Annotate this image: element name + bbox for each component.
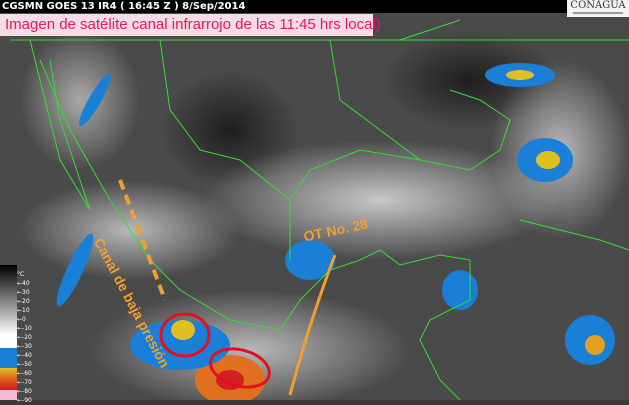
scale-tick: ←20 xyxy=(17,298,30,305)
scale-tick: ←-90 xyxy=(17,397,32,404)
conagua-logo: CONAGUA xyxy=(567,0,629,17)
scale-tick: ←0 xyxy=(17,316,26,323)
caption-box: Imagen de satélite canal infrarrojo de l… xyxy=(0,14,381,36)
scale-tick: ←-50 xyxy=(17,361,32,368)
annotations xyxy=(118,179,337,396)
scale-tick: ←30 xyxy=(17,289,30,296)
header-title: CGSMN GOES 13 IR4 ( 16:45 Z ) 8/Sep/2014 xyxy=(2,1,246,12)
scale-tick: ←-20 xyxy=(17,334,32,341)
scale-tick: ←-70 xyxy=(17,379,32,386)
scale-tick: ←-40 xyxy=(17,352,32,359)
tropical-wave-line xyxy=(288,254,337,396)
circle-marker-1 xyxy=(159,312,211,358)
coastlines xyxy=(10,19,629,400)
scale-tick: ←10 xyxy=(17,307,30,314)
scale-unit: °C xyxy=(17,271,25,278)
scale-tick: ←40 xyxy=(17,280,30,287)
header-bar: CGSMN GOES 13 IR4 ( 16:45 Z ) 8/Sep/2014 xyxy=(0,0,629,13)
scale-tick: ←-30 xyxy=(17,343,32,350)
scale-ticks: ←40 ←30 ←20 ←10 ←0 ←-10 ←-20 ←-30 ←-40 ←-50 ←-60 ←-… xyxy=(17,279,32,405)
low-pressure-channel-line xyxy=(118,179,167,301)
logo-subtitle-line xyxy=(573,12,623,14)
logo-text: CONAGUA xyxy=(570,0,626,11)
circle-marker-2 xyxy=(209,347,271,389)
scale-tick: ←-80 xyxy=(17,388,32,395)
scale-labels: °C ←40 ←30 ←20 ←10 ←0 ←-10 ←-20 ←-30 ←-40 ←-50 ←-6… xyxy=(17,270,32,405)
caption-text: Imagen de satélite canal infrarrojo de l… xyxy=(5,16,381,33)
scale-tick: ←-10 xyxy=(17,325,32,332)
convective-clouds xyxy=(56,63,615,400)
temperature-scale xyxy=(0,265,17,400)
scale-tick: ←-60 xyxy=(17,370,32,377)
